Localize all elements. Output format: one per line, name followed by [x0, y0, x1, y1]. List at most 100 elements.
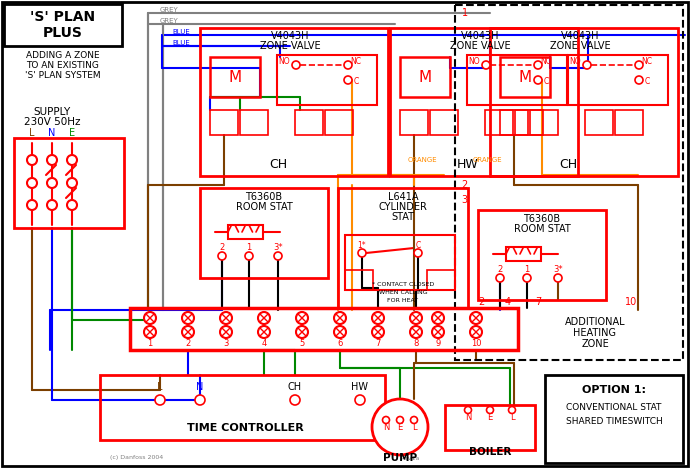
Bar: [240, 110, 268, 135]
Bar: [277, 55, 377, 105]
Text: 3*: 3*: [553, 265, 563, 275]
Text: SUPPLY: SUPPLY: [33, 107, 70, 117]
Circle shape: [358, 249, 366, 257]
Circle shape: [496, 274, 504, 282]
Circle shape: [410, 326, 422, 338]
Text: NO: NO: [469, 58, 480, 66]
Text: 2: 2: [497, 265, 502, 275]
Text: 4: 4: [505, 297, 511, 307]
Text: PUMP: PUMP: [383, 453, 417, 463]
Circle shape: [534, 61, 542, 69]
Circle shape: [27, 200, 37, 210]
Bar: [455, 5, 683, 360]
Bar: [615, 110, 643, 135]
Circle shape: [296, 326, 308, 338]
Circle shape: [355, 395, 365, 405]
Text: NC: NC: [351, 58, 362, 66]
Circle shape: [220, 326, 232, 338]
Circle shape: [470, 312, 482, 324]
Bar: [506, 247, 541, 261]
Text: 5: 5: [299, 339, 304, 349]
Circle shape: [67, 178, 77, 188]
Bar: [585, 110, 613, 135]
Circle shape: [258, 326, 270, 338]
Text: 3: 3: [461, 195, 467, 205]
Text: SHARED TIMESWITCH: SHARED TIMESWITCH: [566, 417, 662, 426]
Bar: [200, 188, 328, 278]
Circle shape: [47, 200, 57, 210]
Circle shape: [144, 312, 156, 324]
Text: 2: 2: [461, 180, 467, 190]
Text: GREY: GREY: [160, 18, 179, 24]
Text: V4043H: V4043H: [561, 31, 599, 41]
Bar: [445, 405, 535, 450]
Text: CYLINDER: CYLINDER: [379, 202, 427, 212]
Circle shape: [554, 274, 562, 282]
Text: 2: 2: [186, 339, 190, 349]
Text: 1: 1: [524, 265, 530, 275]
Text: NC: NC: [642, 58, 653, 66]
Text: WHEN CALLING: WHEN CALLING: [379, 291, 427, 295]
Text: PLUS: PLUS: [43, 26, 83, 40]
Circle shape: [486, 407, 493, 414]
Text: CH: CH: [269, 159, 287, 171]
Circle shape: [432, 326, 444, 338]
Circle shape: [296, 312, 308, 324]
Text: M: M: [228, 70, 242, 85]
Text: ORANGE: ORANGE: [472, 157, 502, 163]
Circle shape: [274, 252, 282, 260]
Text: C: C: [544, 78, 549, 87]
Text: T6360B: T6360B: [524, 214, 560, 224]
Circle shape: [144, 326, 156, 338]
Circle shape: [182, 326, 194, 338]
Bar: [400, 57, 450, 97]
Text: 3: 3: [224, 339, 228, 349]
Text: 1: 1: [462, 8, 468, 18]
Text: TIME CONTROLLER: TIME CONTROLLER: [186, 423, 304, 433]
Bar: [478, 210, 606, 300]
Text: N: N: [383, 423, 389, 431]
Text: ZONE VALVE: ZONE VALVE: [550, 41, 611, 51]
Text: (c) Danfoss 2004: (c) Danfoss 2004: [110, 455, 164, 461]
Circle shape: [344, 61, 352, 69]
Text: L: L: [29, 128, 34, 138]
Circle shape: [195, 395, 205, 405]
Circle shape: [47, 178, 57, 188]
Bar: [325, 110, 353, 135]
Text: NO: NO: [569, 58, 581, 66]
Text: L641A: L641A: [388, 192, 418, 202]
Text: OPTION 1:: OPTION 1:: [582, 385, 646, 395]
Circle shape: [344, 76, 352, 84]
Text: V4043H: V4043H: [461, 31, 500, 41]
Text: STAT: STAT: [391, 212, 415, 222]
Circle shape: [27, 178, 37, 188]
Bar: [490, 28, 678, 176]
Text: BOILER: BOILER: [469, 447, 511, 457]
Circle shape: [411, 417, 417, 424]
Text: ADDITIONAL: ADDITIONAL: [564, 317, 625, 327]
Circle shape: [47, 155, 57, 165]
Text: C: C: [353, 78, 359, 87]
Bar: [390, 28, 578, 176]
Bar: [500, 110, 528, 135]
Bar: [338, 188, 468, 308]
Circle shape: [290, 395, 300, 405]
Circle shape: [67, 200, 77, 210]
Text: CH: CH: [288, 382, 302, 392]
Circle shape: [245, 252, 253, 260]
Bar: [210, 57, 260, 97]
Text: 1: 1: [148, 339, 152, 349]
Bar: [427, 270, 455, 290]
Text: N: N: [465, 412, 471, 422]
Circle shape: [372, 399, 428, 455]
Circle shape: [292, 61, 300, 69]
Bar: [210, 110, 238, 135]
Circle shape: [218, 252, 226, 260]
Bar: [568, 55, 668, 105]
Text: ZONE: ZONE: [581, 339, 609, 349]
Circle shape: [258, 312, 270, 324]
Text: BLUE: BLUE: [172, 40, 190, 46]
Text: CH: CH: [559, 159, 577, 171]
Bar: [200, 28, 388, 176]
Text: FOR HEAT: FOR HEAT: [388, 299, 419, 304]
